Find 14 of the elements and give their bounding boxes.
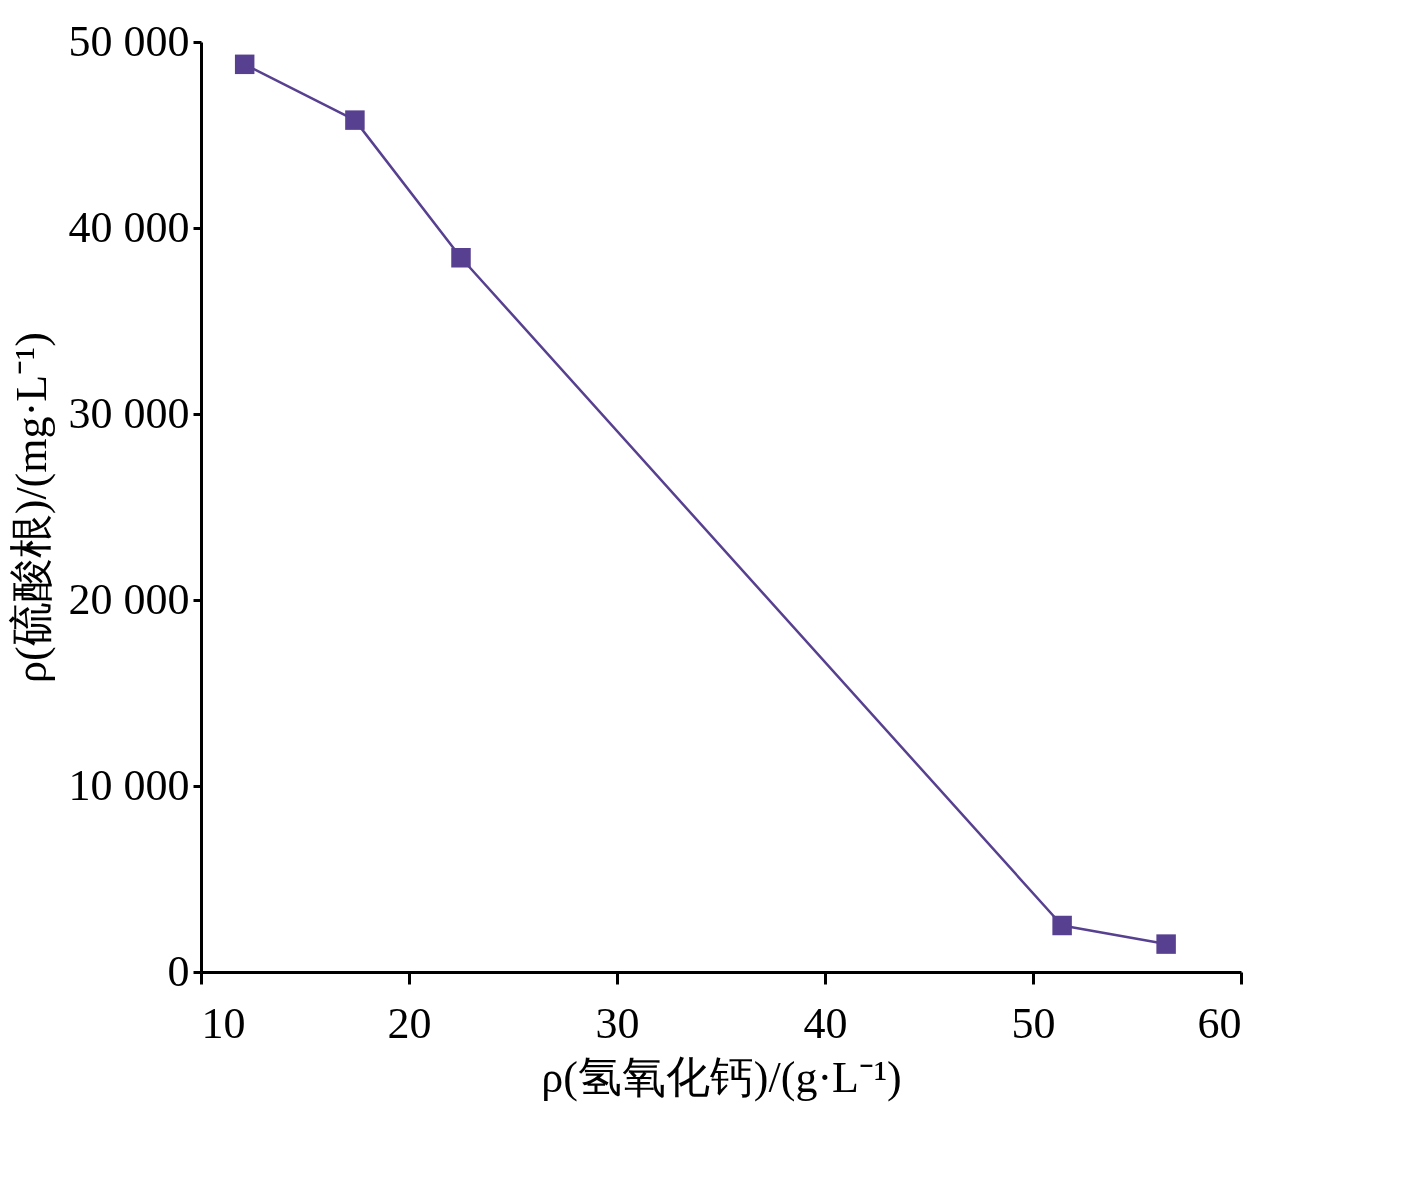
y-tick-label: 20 000	[68, 574, 190, 624]
x-tick-label: 10	[201, 998, 246, 1048]
y-tick-label: 10 000	[68, 760, 190, 810]
y-axis-title: ρ(硫酸根)/(mg·L⁻¹)	[6, 332, 56, 683]
x-tick-label: 60	[1197, 998, 1242, 1048]
x-tick-label: 40	[803, 998, 848, 1048]
y-tick-label: 0	[167, 946, 190, 996]
y-tick-label: 30 000	[68, 388, 190, 438]
x-tick-label: 50	[1011, 998, 1056, 1048]
y-tick-label: 50 000	[68, 16, 190, 66]
x-tick-label: 20	[387, 998, 432, 1048]
x-tick-label: 30	[595, 998, 640, 1048]
y-tick-label: 40 000	[68, 202, 190, 252]
x-axis-title: ρ(氢氧化钙)/(g·L⁻¹)	[541, 1052, 902, 1102]
